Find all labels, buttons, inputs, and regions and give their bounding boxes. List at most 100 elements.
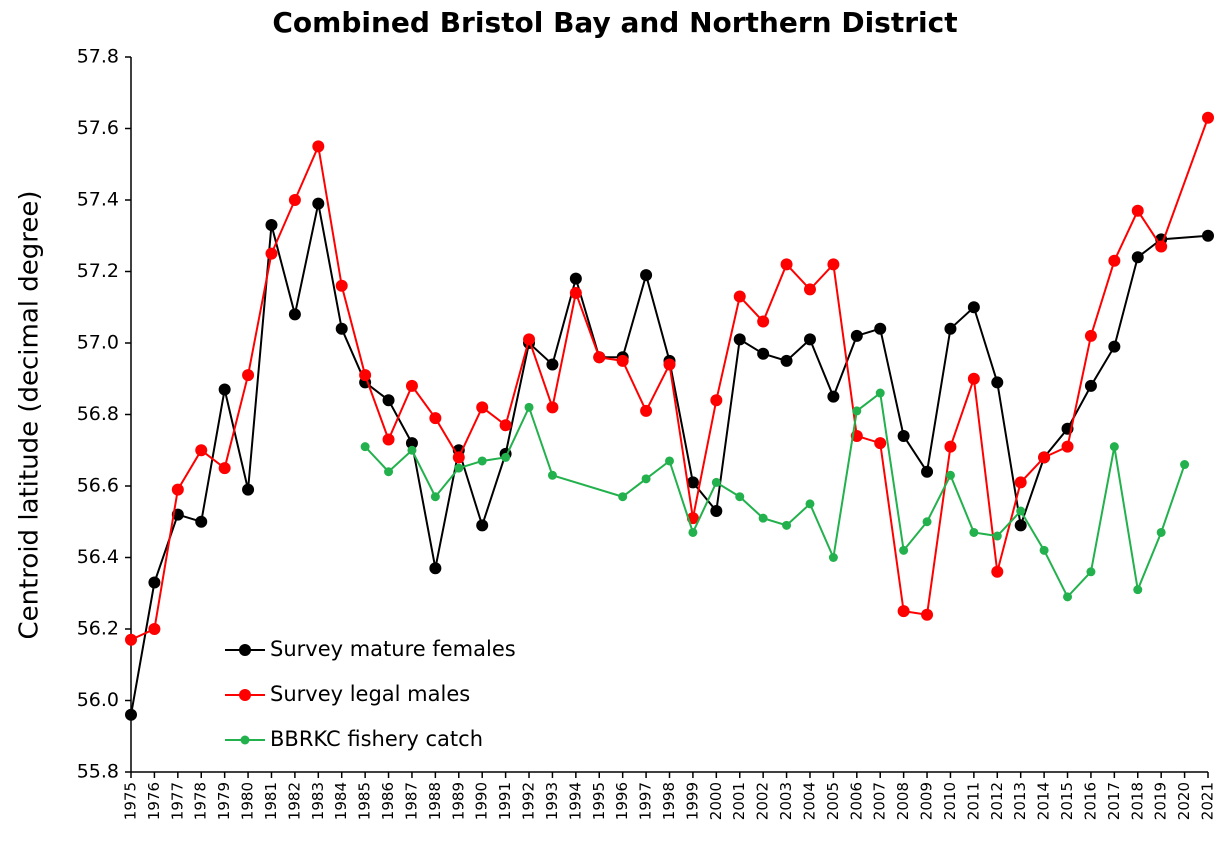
point [1131, 251, 1144, 264]
point [148, 576, 161, 589]
x-tick-label: 1990 [473, 782, 491, 820]
y-tick-label: 57.0 [77, 332, 119, 354]
x-tick-label: 2016 [1081, 782, 1099, 820]
point [384, 467, 394, 477]
point [897, 429, 910, 442]
x-tick-label: 1982 [285, 782, 303, 820]
point [593, 351, 606, 364]
point [922, 517, 932, 527]
series-line [130, 203, 1209, 715]
x-tick-label: 1999 [683, 782, 701, 820]
point [874, 437, 887, 450]
point [1084, 329, 1097, 342]
point [547, 470, 557, 480]
point [969, 527, 979, 537]
x-tick-label: 1980 [239, 782, 257, 820]
point [782, 520, 792, 530]
point [430, 492, 440, 502]
point [546, 401, 559, 414]
point [1014, 476, 1027, 489]
x-tick-label: 2014 [1035, 782, 1053, 820]
x-tick-label: 2015 [1058, 782, 1076, 820]
point [967, 301, 980, 314]
point [195, 444, 208, 457]
point [125, 633, 137, 646]
y-tick-label: 56.8 [77, 403, 119, 425]
point [1038, 451, 1051, 464]
x-tick-label: 1995 [590, 782, 608, 820]
point [569, 272, 582, 285]
x-tick-label: 2007 [871, 782, 889, 820]
x-tick-label: 1993 [543, 782, 561, 820]
x-tick-label: 1994 [566, 782, 584, 820]
point [569, 286, 582, 299]
point [405, 437, 418, 450]
point [945, 470, 955, 480]
point [640, 404, 653, 417]
point [852, 406, 862, 416]
point [757, 347, 770, 360]
point [944, 322, 957, 335]
point [688, 527, 698, 537]
point [242, 369, 255, 382]
point [501, 452, 511, 462]
point [1155, 240, 1168, 253]
x-tick-label: 1978 [192, 782, 210, 820]
point [499, 419, 512, 432]
x-tick-label: 2006 [847, 782, 865, 820]
x-tick-label: 2010 [941, 782, 959, 820]
point [967, 372, 980, 385]
x-tick-label: 1976 [145, 782, 163, 820]
x-tick-label: 1988 [426, 782, 444, 820]
point [242, 483, 255, 496]
point [757, 315, 770, 328]
point [1109, 442, 1119, 452]
point [758, 513, 768, 523]
x-tick-label: 1975 [122, 782, 140, 820]
x-tick-label: 1991 [496, 782, 514, 820]
point [360, 442, 370, 452]
y-tick-label: 55.8 [77, 761, 119, 783]
point [640, 269, 653, 282]
point [359, 369, 372, 382]
point [382, 433, 395, 446]
point [452, 451, 465, 464]
point [1014, 519, 1027, 532]
x-tick-label: 1998 [660, 782, 678, 820]
point [312, 197, 325, 210]
point [875, 388, 885, 398]
x-tick-label: 2013 [1011, 782, 1029, 820]
series-line [364, 391, 1186, 599]
x-tick-label: 1989 [449, 782, 467, 820]
x-tick-label: 2011 [964, 782, 982, 820]
point [429, 412, 442, 425]
point [265, 219, 278, 232]
x-tick-label: 1984 [332, 782, 350, 820]
point [710, 394, 723, 407]
point [828, 553, 838, 562]
x-tick-label: 2005 [824, 782, 842, 820]
x-tick-label: 1992 [520, 782, 538, 820]
point [805, 499, 815, 509]
point [218, 383, 231, 396]
point [407, 445, 417, 455]
x-tick-label: 1987 [402, 782, 420, 820]
point [1016, 506, 1026, 516]
point [218, 462, 231, 475]
point [265, 247, 278, 260]
y-tick-label: 56.0 [77, 689, 119, 711]
x-tick-label: 1985 [356, 782, 374, 820]
point [803, 283, 816, 296]
point [288, 194, 301, 206]
point [476, 401, 489, 414]
point [710, 505, 723, 518]
point [641, 474, 651, 484]
legend-label: BBRKC fishery catch [270, 727, 483, 751]
point [476, 519, 489, 532]
point [780, 258, 793, 271]
point [1180, 460, 1190, 470]
chart-title: Combined Bristol Bay and Northern Distri… [272, 6, 957, 39]
point [454, 463, 464, 473]
x-tick-label: 2009 [918, 782, 936, 820]
point [288, 308, 301, 321]
